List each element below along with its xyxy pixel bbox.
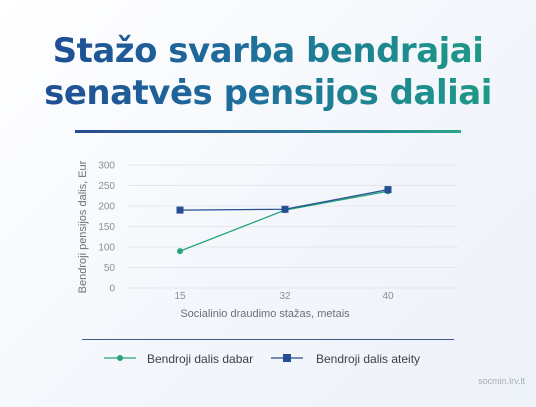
data-point-future-40 <box>384 186 392 194</box>
legend-label-series-future: Bendroji dalis ateity <box>316 352 421 366</box>
y-tick-label-0: 0 <box>109 284 115 295</box>
y-tick-label-50: 50 <box>104 263 116 274</box>
chart-title-line-1-text: Stažo svarba bendrajai <box>52 31 484 71</box>
x-axis-title: Socialinio draudimo stažas, metais <box>180 308 350 320</box>
legend <box>104 354 303 362</box>
y-tick-label-100: 100 <box>98 243 115 254</box>
data-point-future-15 <box>176 206 184 214</box>
series-line-now <box>179 190 389 252</box>
title-underline <box>75 130 461 133</box>
chart-title-line-2: senatvės pensijos daliai <box>0 73 536 113</box>
x-tick-label-15: 15 <box>174 291 186 302</box>
grid <box>128 164 458 289</box>
x-axis-ticks: 15 32 40 <box>174 291 394 302</box>
legend-label-series-now: Bendroji dalis dabar <box>147 352 254 366</box>
y-axis-title: Bendroji pensijos dalis, Eur <box>77 160 89 293</box>
legend-marker-now <box>117 355 123 361</box>
legend-marker-future <box>283 354 291 362</box>
y-tick-label-300: 300 <box>98 161 115 172</box>
x-tick-label-40: 40 <box>382 291 394 302</box>
chart-title-line-2-text: senatvės pensijos daliai <box>44 73 492 113</box>
y-tick-label-250: 250 <box>98 181 115 192</box>
y-tick-label-200: 200 <box>98 202 115 213</box>
y-tick-label-150: 150 <box>98 222 115 233</box>
x-tick-label-32: 32 <box>279 291 291 302</box>
source-footer: socmin.lrv.lt <box>478 376 525 386</box>
chart-title-line-1: Stažo svarba bendrajai <box>0 31 536 71</box>
data-point-future-32 <box>281 205 289 213</box>
series <box>176 186 392 255</box>
y-axis-ticks: 0 50 100 150 200 250 300 <box>98 161 115 295</box>
data-point-now-15 <box>177 248 183 255</box>
legend-divider <box>82 339 454 340</box>
